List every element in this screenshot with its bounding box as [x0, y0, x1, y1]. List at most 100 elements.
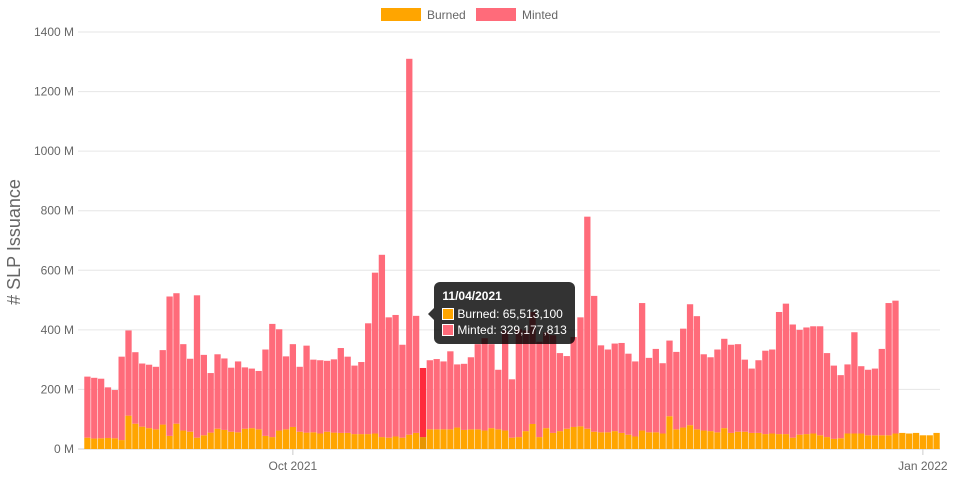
bar-minted[interactable]: [323, 360, 331, 432]
bar-minted[interactable]: [467, 357, 475, 430]
bar-burned[interactable]: [570, 426, 577, 449]
bar-minted[interactable]: [234, 361, 242, 433]
bar-minted[interactable]: [460, 363, 468, 430]
bar-burned[interactable]: [796, 434, 803, 449]
bar-minted[interactable]: [255, 370, 262, 430]
bar-burned[interactable]: [769, 433, 776, 449]
bar-burned[interactable]: [851, 433, 858, 449]
bar-minted[interactable]: [830, 365, 838, 439]
bar-burned[interactable]: [714, 432, 721, 449]
bar-burned[interactable]: [734, 431, 742, 449]
bar-minted[interactable]: [241, 367, 249, 429]
bar-minted[interactable]: [214, 354, 221, 429]
bar-burned[interactable]: [906, 433, 913, 449]
bar-burned[interactable]: [426, 429, 433, 449]
bar-burned[interactable]: [741, 431, 748, 449]
bar-burned[interactable]: [371, 433, 379, 449]
bar-minted[interactable]: [645, 357, 653, 433]
bar-minted[interactable]: [864, 369, 872, 436]
bar-burned[interactable]: [782, 434, 790, 449]
bar-burned[interactable]: [789, 437, 796, 449]
bar-burned[interactable]: [282, 429, 290, 449]
bar-burned[interactable]: [597, 432, 605, 449]
bar-burned[interactable]: [748, 432, 755, 449]
bar-minted[interactable]: [132, 352, 139, 424]
bar-minted[interactable]: [97, 378, 105, 439]
bar-minted[interactable]: [344, 356, 351, 433]
bar-minted[interactable]: [433, 359, 440, 430]
bar-minted[interactable]: [686, 304, 694, 426]
bar-burned[interactable]: [817, 435, 824, 449]
bar-minted[interactable]: [570, 337, 577, 427]
legend-item-burned[interactable]: Burned: [381, 8, 466, 22]
bar-burned[interactable]: [775, 434, 783, 449]
bar-burned[interactable]: [474, 429, 481, 449]
bar-minted[interactable]: [775, 311, 783, 435]
bar-burned[interactable]: [707, 431, 714, 449]
bar-burned[interactable]: [878, 435, 885, 449]
bar-burned[interactable]: [132, 423, 139, 449]
bar-burned[interactable]: [193, 437, 201, 449]
bar-burned[interactable]: [912, 432, 920, 449]
bar-minted[interactable]: [91, 377, 98, 439]
bar-minted[interactable]: [474, 344, 481, 430]
bar-minted[interactable]: [858, 366, 865, 434]
bar-burned[interactable]: [269, 437, 276, 449]
bar-minted[interactable]: [611, 343, 618, 432]
bar-burned[interactable]: [549, 432, 557, 449]
bar-burned[interactable]: [810, 433, 817, 449]
bar-burned[interactable]: [97, 438, 105, 449]
bar-minted[interactable]: [727, 344, 735, 433]
bar-minted[interactable]: [632, 361, 639, 437]
bar-burned[interactable]: [577, 426, 584, 449]
bar-minted[interactable]: [543, 332, 550, 429]
bar-burned[interactable]: [727, 432, 735, 449]
bar-burned[interactable]: [358, 434, 365, 449]
bar-minted[interactable]: [508, 379, 516, 438]
bar-minted[interactable]: [419, 367, 427, 438]
bar-burned[interactable]: [536, 437, 543, 449]
bar-minted[interactable]: [878, 348, 885, 436]
bar-minted[interactable]: [207, 373, 214, 433]
bar-burned[interactable]: [317, 433, 324, 449]
bar-minted[interactable]: [378, 254, 386, 438]
bar-burned[interactable]: [460, 429, 468, 449]
bar-minted[interactable]: [700, 354, 707, 431]
bar-burned[interactable]: [515, 437, 522, 449]
bar-burned[interactable]: [303, 432, 310, 449]
bar-burned[interactable]: [207, 432, 214, 449]
bar-minted[interactable]: [193, 295, 201, 438]
bar-minted[interactable]: [584, 216, 591, 429]
bar-minted[interactable]: [748, 368, 755, 433]
bar-burned[interactable]: [139, 426, 146, 449]
bar-minted[interactable]: [139, 363, 146, 427]
bar-burned[interactable]: [344, 432, 351, 449]
bar-burned[interactable]: [680, 427, 687, 449]
bar-minted[interactable]: [454, 364, 461, 428]
bar-burned[interactable]: [652, 432, 659, 449]
bar-burned[interactable]: [508, 437, 516, 449]
bar-burned[interactable]: [885, 435, 892, 449]
bar-burned[interactable]: [618, 432, 625, 449]
bar-burned[interactable]: [823, 437, 831, 449]
bar-burned[interactable]: [563, 428, 570, 449]
bar-burned[interactable]: [659, 433, 666, 449]
bar-minted[interactable]: [351, 365, 358, 435]
bar-burned[interactable]: [406, 434, 413, 449]
bar-minted[interactable]: [529, 311, 536, 424]
legend-item-minted[interactable]: Minted: [476, 8, 558, 22]
bar-burned[interactable]: [365, 434, 372, 449]
bar-minted[interactable]: [426, 360, 433, 430]
bar-burned[interactable]: [385, 437, 392, 449]
bar-minted[interactable]: [296, 366, 303, 432]
bar-burned[interactable]: [864, 435, 872, 449]
bar-minted[interactable]: [440, 361, 447, 430]
bar-burned[interactable]: [104, 437, 112, 449]
bar-minted[interactable]: [707, 357, 714, 432]
bar-minted[interactable]: [371, 272, 379, 434]
bar-minted[interactable]: [556, 353, 564, 432]
bar-minted[interactable]: [447, 351, 454, 430]
bar-minted[interactable]: [714, 349, 721, 433]
bar-burned[interactable]: [871, 435, 879, 449]
bar-burned[interactable]: [296, 431, 303, 449]
